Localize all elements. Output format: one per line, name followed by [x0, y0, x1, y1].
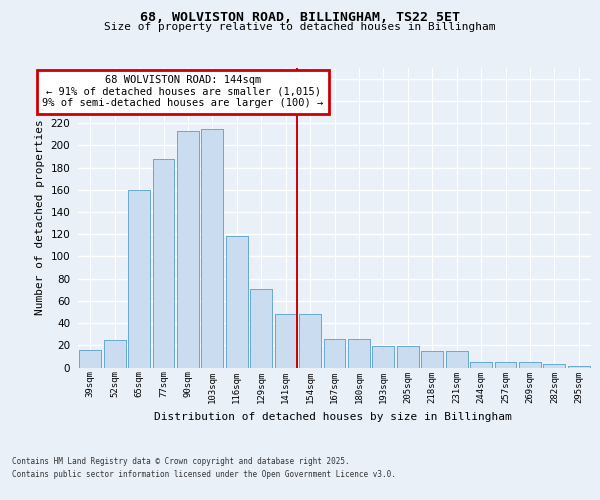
Text: 68, WOLVISTON ROAD, BILLINGHAM, TS22 5ET: 68, WOLVISTON ROAD, BILLINGHAM, TS22 5ET: [140, 11, 460, 24]
Bar: [299, 314, 321, 368]
Bar: [470, 362, 492, 368]
Bar: [177, 131, 199, 368]
Bar: [544, 364, 565, 368]
Bar: [348, 338, 370, 368]
Bar: [568, 366, 590, 368]
Bar: [397, 346, 419, 368]
Bar: [128, 190, 150, 368]
Text: Size of property relative to detached houses in Billingham: Size of property relative to detached ho…: [104, 22, 496, 32]
Bar: [250, 288, 272, 368]
Bar: [494, 362, 517, 368]
Bar: [202, 128, 223, 368]
Bar: [323, 338, 346, 368]
Y-axis label: Number of detached properties: Number of detached properties: [35, 120, 45, 316]
Text: 68 WOLVISTON ROAD: 144sqm
← 91% of detached houses are smaller (1,015)
9% of sem: 68 WOLVISTON ROAD: 144sqm ← 91% of detac…: [43, 76, 323, 108]
Bar: [446, 351, 467, 368]
Bar: [250, 288, 272, 368]
Bar: [226, 236, 248, 368]
Bar: [128, 190, 150, 368]
Bar: [152, 158, 175, 368]
Bar: [104, 340, 125, 367]
Bar: [79, 350, 101, 368]
Bar: [519, 362, 541, 368]
Text: Contains public sector information licensed under the Open Government Licence v3: Contains public sector information licen…: [12, 470, 396, 479]
Bar: [348, 338, 370, 368]
Bar: [202, 128, 223, 368]
Bar: [226, 236, 248, 368]
Bar: [544, 364, 565, 368]
Bar: [421, 351, 443, 368]
Bar: [373, 346, 394, 368]
Bar: [299, 314, 321, 368]
Bar: [494, 362, 517, 368]
Bar: [323, 338, 346, 368]
Bar: [519, 362, 541, 368]
Bar: [446, 351, 467, 368]
Bar: [177, 131, 199, 368]
Bar: [79, 350, 101, 368]
Bar: [275, 314, 296, 368]
Bar: [397, 346, 419, 368]
Bar: [275, 314, 296, 368]
Text: Distribution of detached houses by size in Billingham: Distribution of detached houses by size …: [154, 412, 512, 422]
Bar: [373, 346, 394, 368]
Text: Contains HM Land Registry data © Crown copyright and database right 2025.: Contains HM Land Registry data © Crown c…: [12, 458, 350, 466]
Bar: [152, 158, 175, 368]
Bar: [421, 351, 443, 368]
Bar: [104, 340, 125, 367]
Bar: [568, 366, 590, 368]
Bar: [470, 362, 492, 368]
